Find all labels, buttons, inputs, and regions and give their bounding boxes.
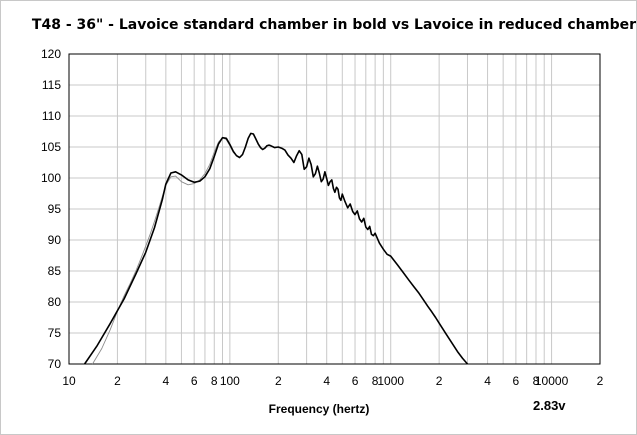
plot-area-border <box>68 53 601 365</box>
x-tick-label: 2 <box>597 374 604 388</box>
y-tick-label: 70 <box>48 357 62 371</box>
x-tick-label: 100 <box>220 374 240 388</box>
y-tick-label: 115 <box>42 78 61 92</box>
x-axis-label: Frequency (hertz) <box>269 402 370 416</box>
y-tick-label: 120 <box>41 47 61 61</box>
y-tick-label: 75 <box>48 326 62 340</box>
y-axis-ticks: 120 115 110 105 100 95 90 85 80 75 70 <box>41 47 61 371</box>
y-tick-label: 95 <box>48 202 62 216</box>
x-tick-label: 2 <box>114 374 121 388</box>
x-tick-label: 8 <box>211 374 218 388</box>
x-tick-label: 4 <box>323 374 330 388</box>
reduced-chamber-series-line <box>92 137 237 365</box>
x-tick-label: 6 <box>352 374 359 388</box>
y-tick-label: 90 <box>48 233 62 247</box>
x-tick-label: 2 <box>436 374 443 388</box>
x-tick-label: 1000 <box>377 374 404 388</box>
y-tick-label: 100 <box>41 171 61 185</box>
y-tick-label: 110 <box>42 109 61 123</box>
y-tick-label: 80 <box>48 295 62 309</box>
standard-chamber-series-line <box>83 132 469 365</box>
chart-title: T48 - 36" - Lavoice standard chamber in … <box>32 17 636 33</box>
x-tick-label: 6 <box>513 374 520 388</box>
x-tick-label: 6 <box>191 374 198 388</box>
drive-level-annotation: 2.83v <box>533 398 566 413</box>
x-tick-label: 2 <box>275 374 282 388</box>
x-tick-label: 4 <box>484 374 491 388</box>
x-tick-label: 10000 <box>535 374 569 388</box>
series-group <box>83 132 469 365</box>
x-tick-label: 10 <box>62 374 76 388</box>
x-tick-label: 4 <box>163 374 170 388</box>
y-tick-label: 85 <box>48 264 62 278</box>
y-tick-label: 105 <box>41 140 61 154</box>
grid <box>68 53 601 365</box>
x-tick-label: 8 <box>533 374 540 388</box>
x-tick-label: 8 <box>372 374 379 388</box>
